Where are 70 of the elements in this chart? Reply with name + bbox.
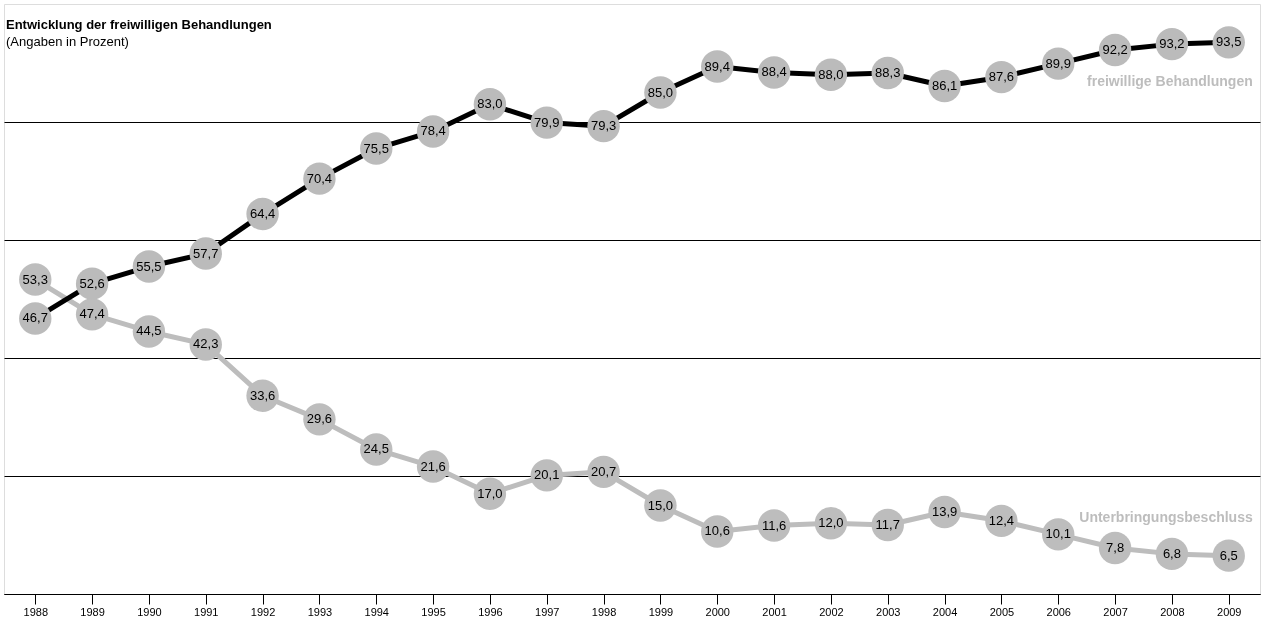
x-tick-label: 2001 [762, 605, 787, 618]
data-label: 93,2 [1159, 36, 1185, 52]
data-label: 92,2 [1102, 42, 1128, 58]
data-label: 78,4 [420, 123, 446, 139]
data-label: 79,3 [590, 118, 617, 134]
data-label: 44,5 [136, 323, 162, 339]
x-tick-label: 1997 [535, 605, 560, 618]
x-tick-label: 1990 [137, 605, 162, 618]
data-label: 12,4 [988, 512, 1015, 528]
x-tick-label: 1988 [23, 605, 48, 618]
data-label: 47,4 [79, 306, 105, 322]
data-label: 87,6 [988, 69, 1015, 85]
data-label: 20,1 [534, 467, 560, 483]
x-tick-label: 2009 [1217, 605, 1242, 618]
data-label: 75,5 [363, 140, 389, 156]
x-tick-label: 1993 [307, 605, 333, 618]
x-tick-label: 2002 [819, 605, 844, 618]
x-tick-label: 2005 [989, 605, 1015, 618]
x-tick-label: 1992 [250, 605, 276, 618]
data-label: 57,7 [193, 245, 219, 261]
x-tick-label: 1999 [648, 605, 674, 618]
x-tick-label: 2006 [1046, 605, 1071, 618]
data-label: 89,4 [704, 58, 730, 74]
x-tick-label: 1995 [421, 605, 446, 618]
data-label: 17,0 [477, 485, 503, 501]
series-label: Unterbringungsbeschluss [1079, 508, 1253, 525]
data-label: 6,8 [1162, 545, 1181, 561]
data-label: 64,4 [249, 206, 276, 222]
x-tick-label: 2007 [1103, 605, 1128, 618]
data-label: 88,0 [818, 66, 844, 82]
data-label: 13,9 [931, 503, 958, 519]
data-label: 11,6 [761, 517, 787, 533]
x-tick-label: 1989 [80, 605, 105, 618]
x-tick-label: 2000 [705, 605, 730, 618]
data-label: 86,1 [931, 78, 958, 94]
text: Entwicklung der freiwilligen Behandlungen [6, 17, 272, 32]
data-label: 33,6 [249, 387, 276, 403]
data-label: 83,0 [477, 96, 503, 112]
data-label: 46,7 [22, 310, 48, 326]
data-label: 55,5 [136, 258, 162, 274]
data-label: 24,5 [363, 441, 389, 457]
data-label: 15,0 [647, 497, 674, 513]
x-tick-label: 2008 [1160, 605, 1185, 618]
data-label: 10,1 [1045, 526, 1071, 542]
data-label: 10,6 [704, 523, 730, 539]
data-label: 29,6 [306, 411, 333, 427]
x-tick-label: 1998 [591, 605, 617, 618]
x-tick-label: 1991 [194, 605, 219, 618]
text: (Angaben in Prozent) [6, 34, 129, 49]
data-label: 6,5 [1219, 547, 1238, 563]
x-tick-label: 1996 [478, 605, 503, 618]
data-label: 88,4 [761, 64, 787, 80]
data-label: 12,0 [818, 515, 844, 531]
data-label: 42,3 [193, 336, 219, 352]
data-label: 70,4 [306, 170, 333, 186]
data-label: 89,9 [1045, 55, 1071, 71]
data-label: 88,3 [875, 65, 901, 81]
data-label: 52,6 [79, 275, 105, 291]
data-label: 7,8 [1106, 539, 1125, 555]
data-label: 85,0 [647, 84, 674, 100]
x-tick-label: 1994 [364, 605, 389, 618]
data-label: 21,6 [420, 458, 446, 474]
x-tick-label: 2004 [932, 605, 958, 618]
data-label: 20,7 [590, 463, 617, 479]
data-label: 93,5 [1216, 34, 1242, 50]
x-tick-label: 2003 [876, 605, 901, 618]
data-label: 53,3 [22, 271, 48, 287]
data-label: 79,9 [534, 114, 560, 130]
series-label: freiwillige Behandlungen [1087, 73, 1253, 90]
data-label: 11,7 [875, 516, 900, 532]
